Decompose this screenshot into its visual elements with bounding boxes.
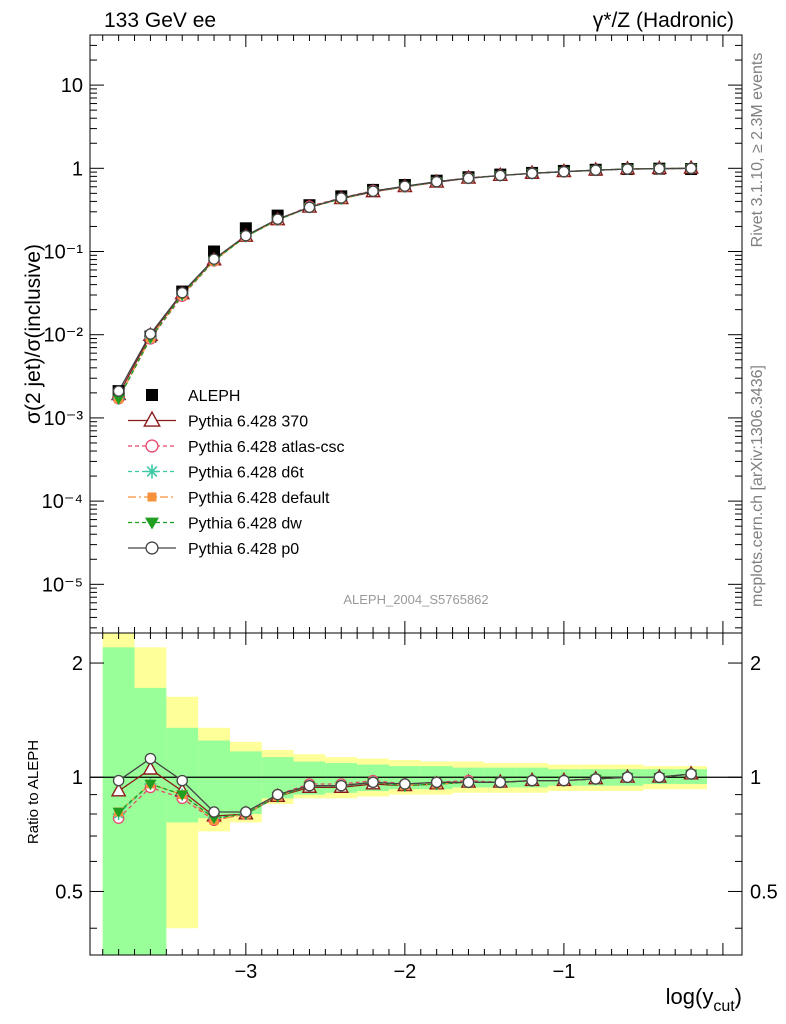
legend-label: Pythia 6.428 d6t xyxy=(188,465,304,482)
ratio-data-point xyxy=(589,773,602,785)
data-point xyxy=(240,229,252,242)
ratio-data-point xyxy=(526,774,538,787)
analysis-watermark: ALEPH_2004_S5765862 xyxy=(343,592,488,607)
legend-marker xyxy=(143,410,161,427)
ratio-y-tick-label: 2 xyxy=(72,653,83,675)
data-point xyxy=(112,394,125,405)
data-point xyxy=(367,185,379,197)
band-green-bin xyxy=(134,687,167,955)
data-point xyxy=(494,169,507,182)
ratio-y-tick-label: 0.5 xyxy=(55,881,83,903)
tick-labels: 10 1 10⁻¹ 10⁻² 10⁻³ 10⁻⁴ 10⁻⁵ 0.5 0.5 1 1 2 2 −3 −2 −1 xyxy=(42,75,778,983)
ratio-data-point xyxy=(240,806,252,818)
legend-label: ALEPH xyxy=(188,388,240,405)
legend-marker xyxy=(146,389,158,401)
legend-label: Pythia 6.428 dw xyxy=(188,516,302,533)
ratio-data-point xyxy=(112,774,125,787)
ratio-y-tick-label-right: 1 xyxy=(750,767,761,789)
ratio-data-point xyxy=(653,771,666,783)
legend-label: Pythia 6.428 default xyxy=(188,490,330,507)
axis-ticks xyxy=(90,34,742,955)
data-point xyxy=(526,167,538,180)
side-label-top: Rivet 3.1.10, ≥ 2.3M events xyxy=(749,53,766,248)
ratio-data-point xyxy=(367,776,379,789)
ratio-data-point xyxy=(176,790,189,801)
legend-marker xyxy=(145,517,159,530)
data-point xyxy=(462,172,475,184)
data-point xyxy=(399,180,411,192)
data-point xyxy=(430,175,443,188)
header-right: γ*/Z (Hadronic) xyxy=(593,9,734,32)
ratio-data-point xyxy=(303,779,316,792)
series-line xyxy=(118,167,692,396)
data-point xyxy=(144,328,157,340)
x-tick-label: −1 xyxy=(552,961,575,983)
series-line xyxy=(118,167,692,400)
ratio-y-tick-label: 1 xyxy=(72,767,83,789)
series-line xyxy=(118,167,692,400)
data-point xyxy=(621,163,634,175)
ratio-data-point xyxy=(176,774,188,787)
data-point xyxy=(685,162,697,175)
header-left: 133 GeV ee xyxy=(104,9,216,32)
ratio-data-point xyxy=(144,779,157,790)
ratio-data-point xyxy=(621,771,634,783)
ratio-data-point xyxy=(335,779,348,792)
ratio-plot-frame xyxy=(89,632,743,956)
legend-marker xyxy=(145,541,159,555)
main-series xyxy=(110,159,699,405)
legend-label: Pythia 6.428 p0 xyxy=(188,541,299,558)
band-green-bin xyxy=(198,740,230,819)
x-tick-label: −2 xyxy=(393,961,416,983)
data-point xyxy=(653,162,666,175)
data-point xyxy=(303,201,316,214)
ratio-series xyxy=(110,752,699,827)
series-line xyxy=(118,167,692,400)
legend-marker xyxy=(145,464,159,479)
y-tick-label: 10⁻⁴ xyxy=(42,491,83,513)
y-tick-label: 1 xyxy=(72,158,83,180)
band-green-bin xyxy=(102,647,135,955)
data-point xyxy=(112,385,125,397)
x-tick-label: −3 xyxy=(234,961,257,983)
data-point xyxy=(176,286,188,299)
ratio-data-point xyxy=(112,807,125,818)
y-tick-label: 10⁻² xyxy=(44,325,84,347)
ratio-data-point xyxy=(144,752,157,765)
ratio-data-point xyxy=(430,776,443,789)
y-tick-label: 10⁻¹ xyxy=(44,242,84,264)
legend-marker xyxy=(147,492,157,502)
ratio-data-point xyxy=(399,778,411,790)
y-tick-label: 10 xyxy=(61,75,83,97)
ratio-y-tick-label-right: 0.5 xyxy=(750,881,778,903)
ratio-data-point xyxy=(142,760,159,775)
main-ylabel: σ(2 jet)/σ(inclusive) xyxy=(22,244,45,424)
data-point xyxy=(335,192,348,204)
ratio-data-point xyxy=(271,788,284,801)
ratio-data-point xyxy=(208,806,220,818)
data-point xyxy=(558,165,570,178)
y-tick-label: 10⁻⁵ xyxy=(42,574,83,596)
ratio-data-point xyxy=(558,774,570,787)
data-point xyxy=(208,253,220,265)
ratio-ylabel: Ratio to ALEPH xyxy=(25,740,42,844)
data-point xyxy=(271,213,284,225)
y-tick-label: 10⁻³ xyxy=(44,408,84,430)
band-green-bin xyxy=(229,751,262,815)
side-label-bottom: mcplots.cern.ch [arXiv:1306.3436] xyxy=(749,365,766,607)
ratio-data-point xyxy=(685,768,697,780)
ratio-y-tick-label-right: 2 xyxy=(750,653,761,675)
series-line xyxy=(118,167,692,392)
series-line xyxy=(118,167,692,400)
legend-marker xyxy=(145,439,159,453)
x-axis-label: log(ycut) xyxy=(666,984,742,1015)
legend: ALEPH Pythia 6.428 370 Pythia 6.428 atlas-… xyxy=(128,388,345,558)
legend-label: Pythia 6.428 atlas-csc xyxy=(188,439,345,456)
legend-label: Pythia 6.428 370 xyxy=(188,414,308,431)
ratio-data-point xyxy=(462,776,475,789)
data-point xyxy=(589,164,602,176)
ratio-data-point xyxy=(110,782,127,797)
ratio-data-point xyxy=(494,776,507,789)
